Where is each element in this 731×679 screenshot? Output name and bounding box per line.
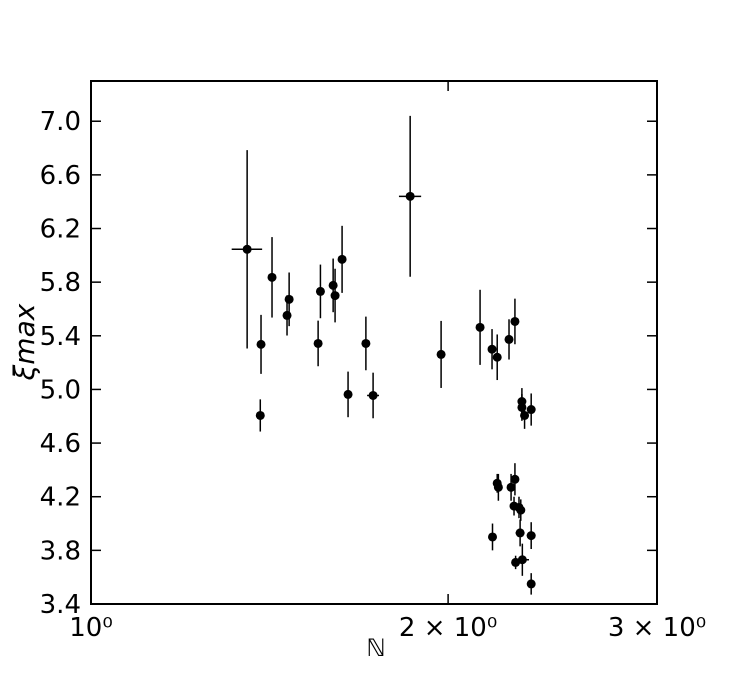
x-tick-label: 2 × 10⁰ xyxy=(399,613,497,643)
point xyxy=(515,528,525,538)
point xyxy=(492,352,502,362)
y-tick-label: 4.6 xyxy=(40,429,81,459)
point xyxy=(328,280,338,290)
point xyxy=(510,316,520,326)
point xyxy=(526,531,536,541)
point xyxy=(526,579,536,589)
point xyxy=(526,405,536,415)
y-tick-label: 6.2 xyxy=(40,215,81,245)
x-tick-label: 10⁰ xyxy=(69,613,113,643)
point xyxy=(282,310,292,320)
y-tick-label: 5.8 xyxy=(40,268,81,298)
y-tick-label: 6.6 xyxy=(40,161,81,191)
point xyxy=(267,272,277,282)
point xyxy=(516,505,526,515)
point xyxy=(488,532,498,542)
point xyxy=(315,286,325,296)
point xyxy=(517,555,527,565)
y-axis-label: ξmax xyxy=(8,303,41,381)
point xyxy=(343,389,353,399)
point xyxy=(256,339,266,349)
y-tick-label: 3.4 xyxy=(40,590,81,620)
point xyxy=(284,294,294,304)
x-tick-label: 3 × 10⁰ xyxy=(608,613,706,643)
point xyxy=(330,291,340,301)
point xyxy=(361,338,371,348)
x-axis-label: ℕ xyxy=(366,634,385,662)
point xyxy=(510,474,520,484)
point xyxy=(506,482,516,492)
plot-frame xyxy=(90,80,658,605)
y-tick-label: 4.2 xyxy=(40,483,81,513)
y-tick-label: 5.0 xyxy=(40,375,81,405)
point xyxy=(405,191,415,201)
y-tick-label: 3.8 xyxy=(40,536,81,566)
point xyxy=(487,344,497,354)
point xyxy=(313,338,323,348)
y-tick-label: 5.4 xyxy=(40,322,81,352)
point xyxy=(475,322,485,332)
point xyxy=(242,244,252,254)
point xyxy=(368,390,378,400)
point xyxy=(504,334,514,344)
point xyxy=(436,349,446,359)
point xyxy=(255,410,265,420)
point xyxy=(493,482,503,492)
y-tick-label: 7.0 xyxy=(40,107,81,137)
point xyxy=(520,410,530,420)
point xyxy=(337,254,347,264)
